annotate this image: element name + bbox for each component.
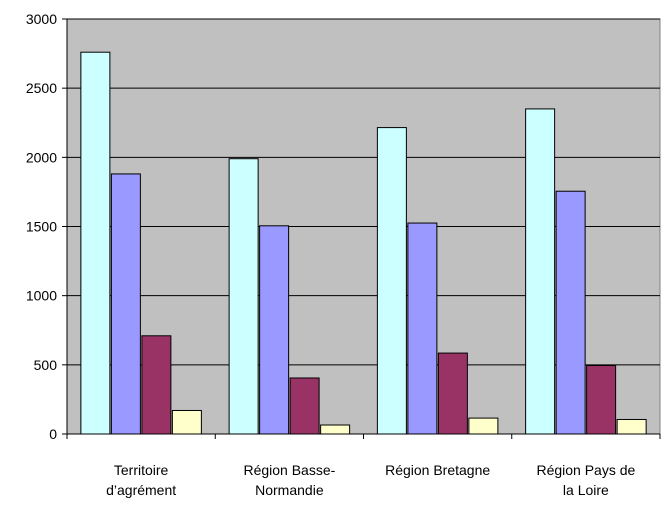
bar-s1-c1	[80, 51, 111, 435]
y-tick-label-1500: 1500	[26, 219, 57, 235]
bar-s4-c1	[171, 409, 202, 435]
bar-s3-c2	[289, 377, 320, 435]
bar-s3-c3	[437, 352, 468, 435]
bar-s4-c2	[320, 424, 351, 435]
bar-s2-c1	[110, 173, 141, 435]
bar-s2-c2	[259, 225, 290, 435]
bar-s4-c3	[468, 417, 499, 435]
y-tick-label-0: 0	[49, 426, 57, 442]
x-tick-label-2-line-2: Normandie	[255, 482, 324, 498]
y-tick-label-1000: 1000	[26, 288, 57, 304]
x-tick-label-1-line-1: Territoire	[114, 462, 169, 478]
x-tick-label-4-line-1: Région Pays de	[536, 462, 635, 478]
y-tick-label-3000: 3000	[26, 11, 57, 27]
y-tick-label-500: 500	[34, 357, 58, 373]
y-tick-label-2500: 2500	[26, 80, 57, 96]
x-tick-label-1-line-2: d’agrément	[106, 482, 176, 498]
bar-s2-c4	[555, 190, 586, 435]
bar-s4-c4	[616, 418, 647, 435]
x-tick-label-2-line-1: Région Basse-	[243, 462, 335, 478]
x-tick-label-3-line-1: Région Bretagne	[385, 462, 490, 478]
bar-s1-c3	[376, 127, 407, 435]
bar-s3-c4	[586, 365, 617, 435]
x-tick-label-4-line-2: la Loire	[563, 482, 609, 498]
bar-s1-c4	[525, 108, 556, 435]
bar-s2-c3	[407, 222, 438, 435]
bar-s1-c2	[228, 158, 259, 435]
bar-s3-c1	[141, 335, 172, 435]
y-tick-label-2000: 2000	[26, 149, 57, 165]
